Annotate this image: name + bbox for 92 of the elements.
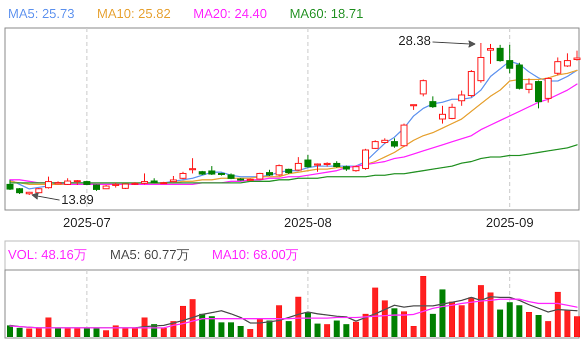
- bar: [564, 310, 570, 337]
- bar: [160, 328, 167, 337]
- bar: [36, 328, 42, 337]
- bar: [208, 316, 215, 337]
- bar: [286, 321, 292, 337]
- annotation: 13.89: [61, 192, 94, 207]
- candlestick: [535, 80, 542, 109]
- bar: [362, 314, 369, 337]
- bar: [478, 285, 484, 337]
- x-tick-label: 2025-09: [486, 215, 534, 230]
- bar: [122, 328, 128, 337]
- bar: [391, 308, 398, 337]
- candlestick: [141, 172, 148, 185]
- candlestick: [276, 164, 283, 176]
- bar: [458, 305, 465, 337]
- text: MA10: 25.82: [97, 6, 171, 21]
- bar: [545, 321, 552, 337]
- bar: [103, 330, 110, 337]
- bar: [266, 320, 272, 337]
- bar: [16, 328, 23, 337]
- text: MA5: 25.73: [8, 6, 74, 21]
- bar: [238, 326, 244, 337]
- candlestick: [189, 158, 196, 174]
- bar: [55, 328, 62, 337]
- candlestick: [574, 50, 580, 62]
- bar: [180, 306, 186, 337]
- candlestick: [362, 148, 370, 170]
- text: MA5: 60.77万: [110, 247, 190, 262]
- text: MA10: 68.00万: [212, 247, 299, 262]
- bar: [276, 305, 282, 337]
- bar: [516, 305, 522, 337]
- text: MA60: 18.71: [290, 6, 364, 21]
- bar: [506, 302, 513, 337]
- bar: [84, 328, 90, 337]
- bar: [45, 317, 52, 337]
- candlestick: [400, 123, 408, 148]
- bar: [497, 310, 504, 337]
- bar: [574, 316, 580, 337]
- bar: [439, 289, 446, 337]
- candlestick: [420, 78, 427, 97]
- candlestick: [496, 44, 504, 62]
- bar: [295, 296, 302, 337]
- bar: [488, 292, 494, 337]
- bar: [343, 324, 350, 337]
- bar: [304, 312, 311, 337]
- candlestick: [516, 62, 523, 90]
- candlestick: [487, 43, 494, 64]
- bar: [314, 324, 321, 337]
- bar: [324, 324, 330, 337]
- candlestick: [506, 44, 514, 74]
- bar: [382, 300, 388, 337]
- text: MA20: 24.40: [193, 6, 268, 21]
- bar: [218, 322, 224, 337]
- bar: [64, 328, 71, 337]
- bar: [554, 292, 561, 337]
- candlestick: [44, 176, 52, 190]
- x-tick-label: 2025-08: [284, 215, 332, 230]
- bar: [93, 328, 100, 337]
- bar: [26, 328, 32, 337]
- bar: [526, 312, 532, 337]
- bar: [536, 315, 542, 337]
- candlestick: [477, 42, 484, 84]
- candlestick: [294, 156, 302, 172]
- bar: [247, 329, 254, 337]
- bar: [7, 325, 13, 337]
- bar: [430, 314, 436, 337]
- bar: [468, 297, 474, 337]
- bar: [410, 326, 417, 337]
- x-tick-label: 2025-07: [63, 215, 111, 230]
- bar: [352, 322, 359, 337]
- candlestick: [448, 103, 456, 120]
- candlestick: [438, 105, 446, 124]
- candlestick: [458, 90, 466, 106]
- bar: [372, 288, 378, 337]
- candlestick: [554, 56, 562, 76]
- bar: [228, 322, 234, 337]
- candlestick: [544, 76, 552, 104]
- candlestick: [429, 96, 436, 108]
- bar: [190, 299, 196, 337]
- candlestick: [390, 138, 398, 148]
- candlestick: [6, 179, 14, 190]
- candlestick: [304, 154, 312, 168]
- bar: [334, 320, 340, 337]
- bar: [132, 328, 138, 337]
- annotation: 28.38: [398, 33, 431, 48]
- candlestick: [564, 52, 571, 68]
- bar: [74, 328, 80, 337]
- bar: [449, 302, 456, 337]
- text: VOL: 48.16万: [8, 247, 87, 262]
- bar: [401, 311, 408, 337]
- bar: [420, 276, 426, 337]
- candlestick: [525, 78, 532, 94]
